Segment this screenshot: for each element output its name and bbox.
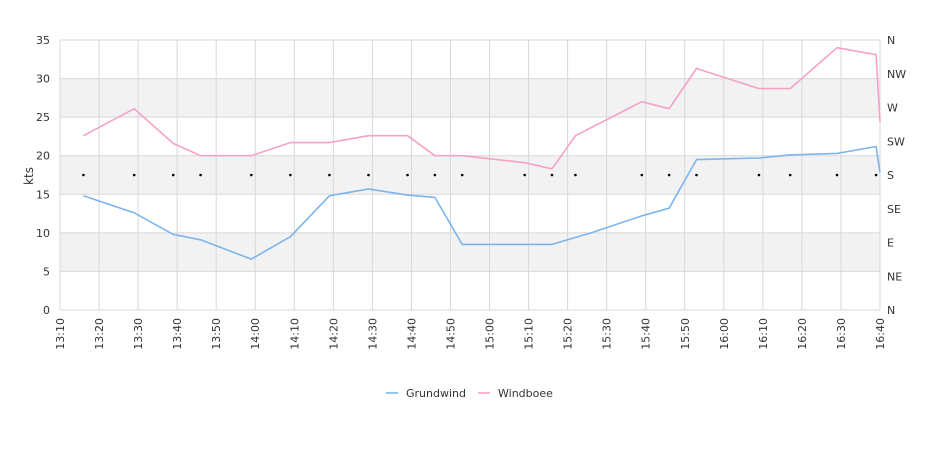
- direction-axis-ticks: N NE E SE S SW W NW N: [887, 34, 906, 317]
- direction-marker: [460, 173, 464, 177]
- y-axis-ticks: 0 5 10 15 20 25 30 35: [36, 34, 50, 317]
- x-tick-label: 16:30: [835, 318, 848, 350]
- x-tick-label: 16:00: [718, 318, 731, 350]
- horizontal-gridlines: [60, 39, 880, 311]
- plot-bands: [60, 78, 880, 272]
- x-tick-label: 14:40: [405, 318, 418, 350]
- x-tick-label: 13:20: [93, 318, 106, 350]
- y-tick-label: 25: [36, 111, 50, 124]
- direction-tick-label: SE: [887, 203, 901, 216]
- direction-marker: [132, 173, 136, 177]
- x-tick-label: 13:10: [54, 318, 67, 350]
- direction-marker: [433, 173, 437, 177]
- y-tick-label: 10: [36, 227, 50, 240]
- direction-marker: [367, 173, 370, 177]
- direction-marker: [835, 173, 839, 177]
- direction-marker: [874, 173, 878, 177]
- direction-marker: [250, 173, 253, 177]
- series-line-grundwind: [83, 145, 881, 260]
- series-line-windboee: [83, 46, 881, 170]
- direction-marker: [171, 173, 175, 177]
- direction-marker: [788, 173, 792, 177]
- y-tick-label: 0: [43, 304, 50, 317]
- direction-marker: [640, 173, 644, 177]
- x-tick-label: 13:40: [171, 318, 184, 350]
- x-tick-label: 14:00: [249, 318, 262, 350]
- x-tick-label: 15:00: [484, 318, 497, 350]
- direction-marker: [574, 173, 577, 177]
- direction-marker: [550, 173, 554, 177]
- x-tick-label: 13:30: [132, 318, 145, 350]
- direction-marker: [289, 173, 292, 177]
- x-tick-label: 15:10: [523, 318, 536, 350]
- direction-tick-label: S: [887, 169, 894, 182]
- legend-label-grundwind: Grundwind: [406, 387, 466, 400]
- x-tick-label: 15:50: [679, 318, 692, 350]
- y-tick-label: 5: [43, 265, 50, 278]
- direction-marker: [82, 173, 85, 177]
- plot-band: [60, 78, 880, 118]
- y-tick-label: 35: [36, 34, 50, 47]
- x-tick-label: 15:20: [562, 318, 575, 350]
- direction-markers: [82, 173, 878, 177]
- direction-tick-label: W: [887, 102, 898, 115]
- legend: Grundwind Windboee: [386, 387, 553, 400]
- x-tick-label: 14:30: [366, 318, 379, 350]
- x-tick-label: 16:20: [796, 318, 809, 350]
- direction-tick-label: N: [887, 304, 895, 317]
- y-axis-title: kts: [22, 167, 36, 185]
- x-tick-label: 16:40: [874, 318, 887, 350]
- y-tick-label: 20: [36, 150, 50, 163]
- x-tick-label: 14:50: [444, 318, 457, 350]
- direction-marker: [406, 173, 409, 177]
- direction-tick-label: E: [887, 237, 894, 250]
- direction-marker: [757, 173, 761, 177]
- direction-marker: [199, 173, 202, 177]
- x-tick-label: 15:30: [601, 318, 614, 350]
- y-tick-label: 30: [36, 73, 50, 86]
- x-tick-label: 14:20: [327, 318, 340, 350]
- series-lines: [83, 46, 881, 260]
- vertical-gridlines: [59, 40, 881, 310]
- y-tick-label: 15: [36, 188, 50, 201]
- x-axis-ticks: 13:10 13:20 13:30 13:40 13:50 14:00 14:10 14:20…: [54, 318, 887, 350]
- direction-marker: [695, 173, 698, 177]
- direction-tick-label: N: [887, 34, 895, 47]
- direction-tick-label: NE: [887, 270, 902, 283]
- x-tick-label: 13:50: [210, 318, 223, 350]
- direction-marker: [328, 173, 331, 177]
- x-tick-label: 14:10: [288, 318, 301, 350]
- plot-band: [60, 155, 880, 195]
- direction-tick-label: NW: [887, 68, 906, 81]
- x-tick-label: 16:10: [757, 318, 770, 350]
- plot-band: [60, 232, 880, 272]
- direction-tick-label: SW: [887, 135, 905, 148]
- direction-marker: [667, 173, 671, 177]
- x-tick-label: 15:40: [640, 318, 653, 350]
- legend-label-windboee: Windboee: [498, 387, 553, 400]
- direction-marker: [523, 173, 526, 177]
